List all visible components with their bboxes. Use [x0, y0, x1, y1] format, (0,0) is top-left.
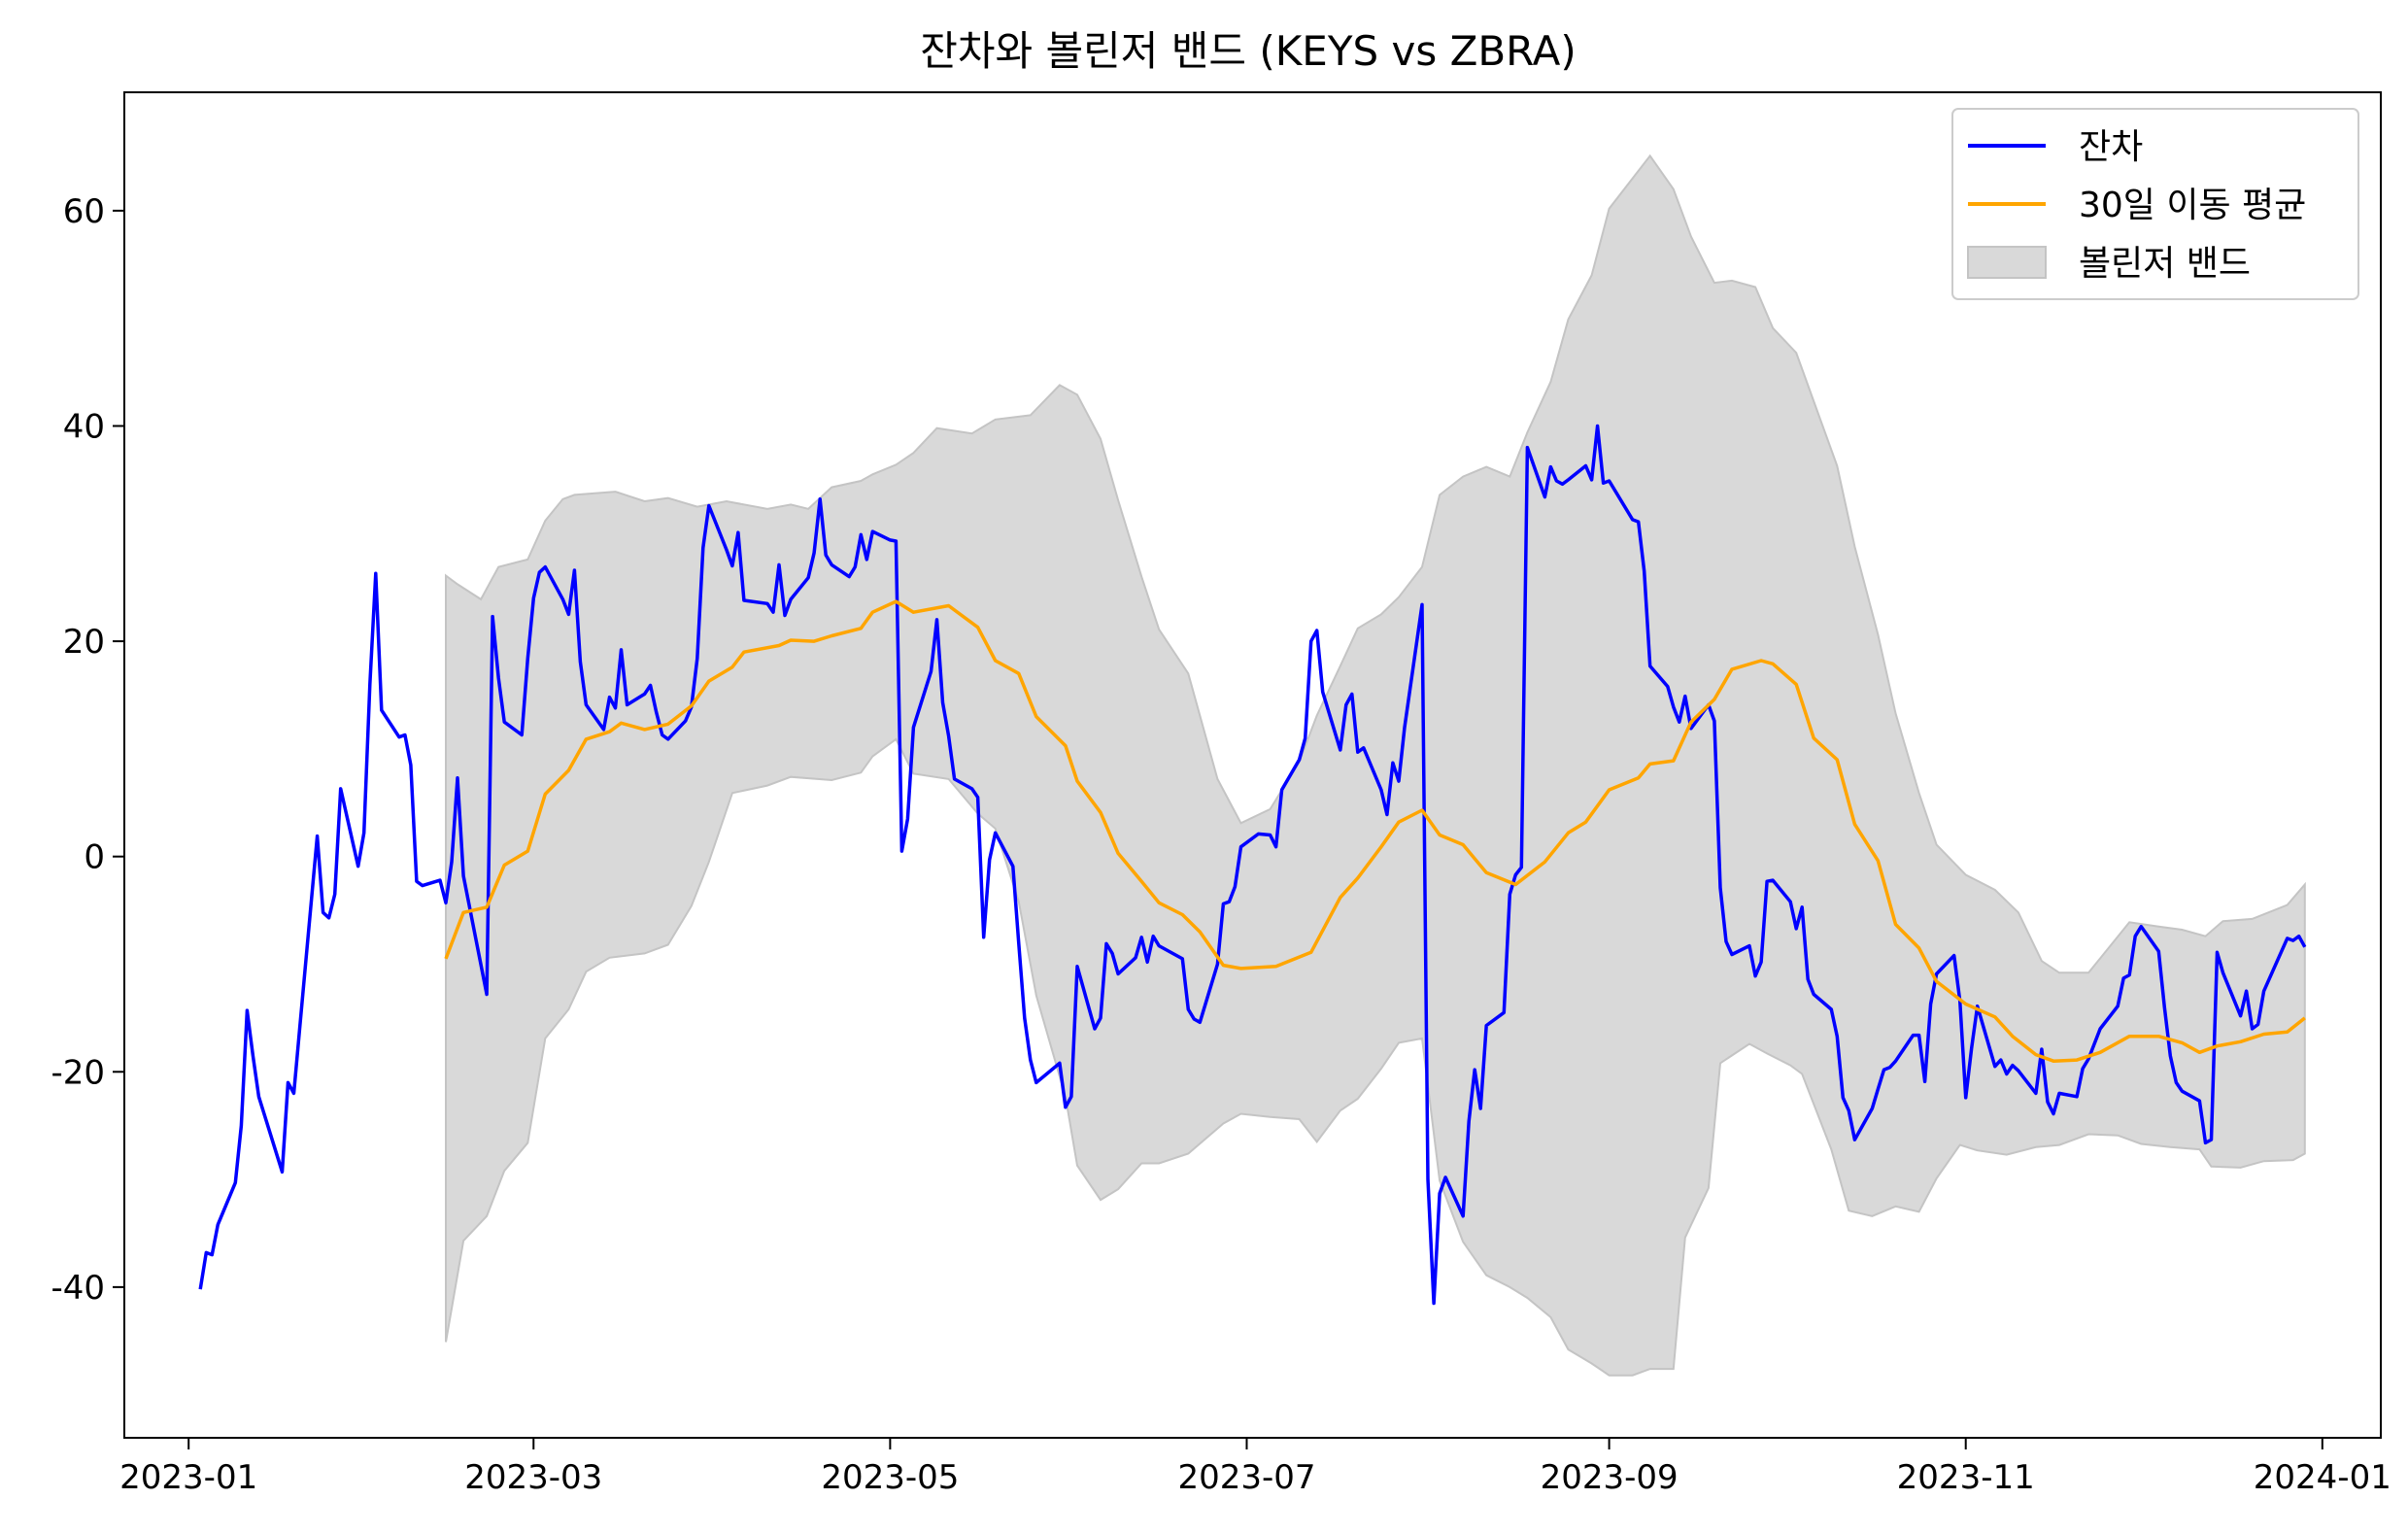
legend-label: 30일 이동 평균: [2079, 186, 2306, 225]
chart-title: 잔차와 볼린저 밴드 (KEYS vs ZBRA): [920, 27, 1577, 75]
legend-label: 볼린저 밴드: [2079, 244, 2251, 284]
y-tick-label: 0: [84, 838, 105, 877]
y-tick-label: 20: [63, 623, 105, 662]
legend-box: [1951, 108, 2359, 300]
y-tick-label: 40: [63, 407, 105, 446]
x-tick-label: 2023-11: [1897, 1458, 2035, 1497]
plot-frame: [123, 91, 2382, 1439]
y-axis: -40 -20 0 20 40 60: [51, 192, 124, 1308]
x-tick-label: 2024-01: [2254, 1458, 2391, 1497]
x-tick-label: 2023-09: [1541, 1458, 1679, 1497]
legend-label: 잔차: [2079, 127, 2143, 167]
legend-band-swatch: [1967, 246, 2047, 279]
moving-average-line: [444, 599, 2306, 1063]
x-tick-label: 2023-01: [119, 1458, 257, 1497]
y-tick-label: -40: [51, 1269, 105, 1308]
y-tick-label: -20: [51, 1053, 105, 1092]
y-tick-label: 60: [63, 192, 105, 231]
x-tick-label: 2023-05: [821, 1458, 959, 1497]
x-axis: 2023-01 2023-03 2023-05 2023-07 2023-09 2023-…: [119, 1438, 2391, 1497]
x-tick-label: 2023-03: [464, 1458, 602, 1497]
x-tick-label: 2023-07: [1177, 1458, 1315, 1497]
plot-area: [198, 153, 2307, 1377]
residual-line: [198, 424, 2307, 1306]
